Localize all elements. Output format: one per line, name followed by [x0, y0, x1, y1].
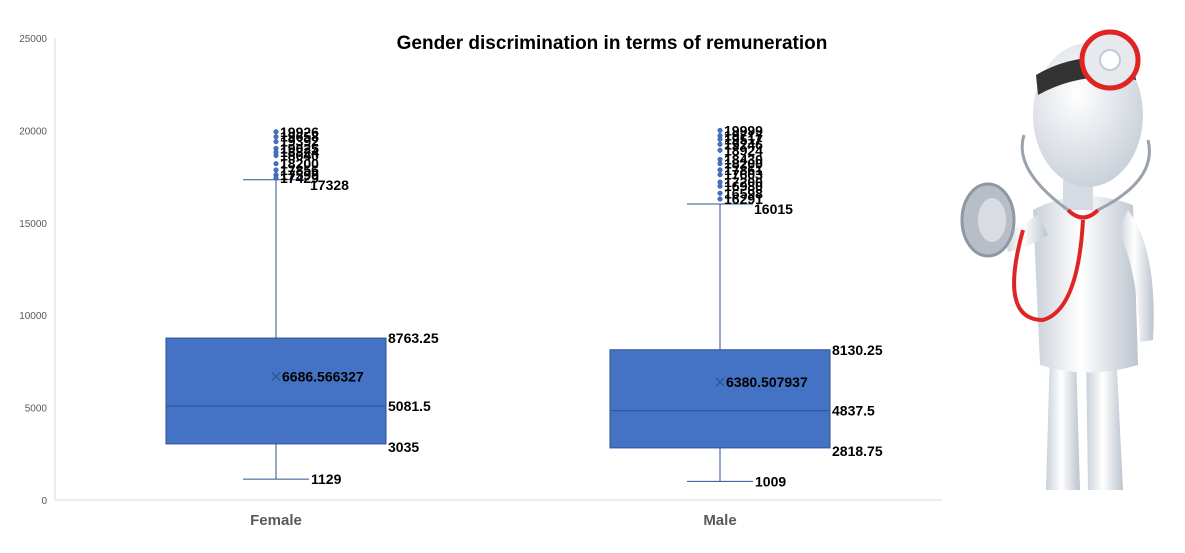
- outlier-label: 17603: [724, 167, 763, 183]
- outlier-label: 19025: [280, 140, 319, 156]
- outlier-point: [717, 141, 723, 147]
- outlier-label: 17429: [280, 170, 319, 186]
- outlier-label: 19517: [724, 131, 763, 147]
- outlier-label: 18430: [724, 151, 763, 167]
- outlier-label: 18200: [280, 156, 319, 172]
- outlier-point: [717, 183, 723, 189]
- q1-label: 3035: [388, 439, 419, 455]
- mean-marker: [715, 377, 725, 387]
- outlier-label: 17599: [280, 167, 319, 183]
- q3-label: 8130.25: [832, 342, 883, 358]
- y-tick-label: 15000: [19, 219, 47, 230]
- y-tick-label: 20000: [19, 126, 47, 137]
- q1-label: 2818.75: [832, 443, 883, 459]
- upper-whisker-label: 16015: [754, 201, 793, 217]
- boxplot-chart: Gender discrimination in terms of remune…: [19, 33, 942, 529]
- outlier-label: 19246: [724, 136, 763, 152]
- x-category-label: Male: [703, 512, 736, 529]
- y-tick-label: 25000: [19, 34, 47, 45]
- outlier-label: 18924: [724, 142, 763, 158]
- stethoscope-tube: [1012, 219, 1085, 323]
- outlier-label: 19717: [724, 128, 763, 144]
- outlier-point: [273, 167, 279, 173]
- outlier-label: 17856: [280, 162, 319, 178]
- median-label: 5081.5: [388, 398, 431, 414]
- outlier-point: [273, 134, 279, 140]
- iqr-box: [609, 349, 831, 449]
- outlier-point: [717, 161, 723, 167]
- outlier-label: 19999: [724, 122, 763, 138]
- outlier-label: 19658: [280, 129, 319, 145]
- y-tick-label: 5000: [25, 404, 48, 415]
- outlier-point: [717, 172, 723, 178]
- outlier-point: [717, 167, 723, 173]
- outlier-label: 19392: [280, 134, 319, 150]
- chart-title: Gender discrimination in terms of remune…: [397, 33, 828, 54]
- arm-left: [1003, 215, 1048, 252]
- leg-left: [1046, 350, 1080, 490]
- q3-label: 8763.25: [388, 330, 439, 346]
- outlier-point: [717, 136, 723, 142]
- iqr-box: [165, 337, 387, 445]
- outlier-label: 19926: [280, 124, 319, 140]
- doctor-illustration: [960, 29, 1154, 490]
- outlier-label: 17861: [724, 162, 763, 178]
- outlier-point: [717, 196, 723, 202]
- outlier-point: [717, 127, 723, 133]
- y-tick-label: 0: [41, 496, 47, 507]
- outlier-label: 16980: [724, 178, 763, 194]
- outlier-point: [717, 190, 723, 196]
- min-label: 1009: [755, 473, 786, 489]
- outlier-label: 16598: [724, 185, 763, 201]
- outlier-point: [273, 129, 279, 135]
- leg-right: [1086, 350, 1123, 490]
- plot-area: 8763.25 5081.5 3035 6686.566327 1129 17328 199…: [165, 122, 883, 489]
- box-series-male: 8130.25 4837.5 2818.75 6380.507937 1009 16015…: [609, 122, 883, 489]
- outlier-label: 18200: [724, 156, 763, 172]
- mean-label: 6380.507937: [726, 374, 808, 390]
- outlier-point: [273, 152, 279, 159]
- outlier-label: 18640: [280, 148, 319, 164]
- outlier-point: [273, 139, 279, 145]
- y-tick-label: 10000: [19, 311, 47, 322]
- outlier-point: [273, 161, 279, 167]
- min-label: 1129: [311, 471, 342, 487]
- outlier-point: [717, 147, 723, 153]
- outlier-point: [717, 156, 723, 162]
- x-category-label: Female: [250, 512, 302, 529]
- box-series-female: 8763.25 5081.5 3035 6686.566327 1129 17328 199…: [165, 124, 439, 487]
- outlier-label: 17200: [724, 174, 763, 190]
- median-label: 4837.5: [832, 403, 875, 419]
- upper-whisker-label: 17328: [310, 177, 349, 193]
- outlier-label: 16291: [724, 191, 763, 207]
- outlier-point: [273, 175, 279, 181]
- mean-marker: [271, 372, 281, 381]
- arm-right: [1118, 210, 1154, 342]
- outlier-label: 18824: [280, 144, 319, 160]
- torso: [1033, 196, 1138, 373]
- axes: 0 5000 10000 15000 20000 25000 Female Male: [19, 34, 942, 529]
- mean-label: 6686.566327: [282, 368, 364, 384]
